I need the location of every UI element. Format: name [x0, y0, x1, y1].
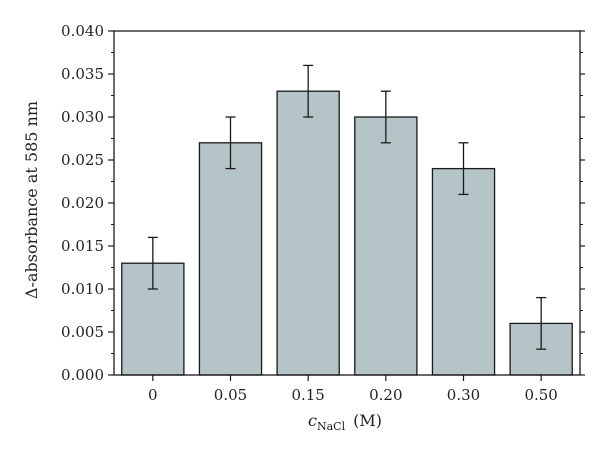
bar-1 [198, 142, 263, 376]
x-tick-label-3: 0.20 [369, 386, 402, 404]
x-tick-label-5: 0.50 [524, 386, 557, 404]
bar-4 [431, 167, 496, 376]
x-tick-label-0: 0 [148, 386, 158, 404]
y-tick-label-5: 0.025 [61, 151, 104, 169]
x-tick-label-2: 0.15 [291, 386, 324, 404]
bar-3 [354, 116, 418, 376]
error-bars-layer [147, 64, 547, 350]
bar-2 [276, 90, 340, 376]
x-axis-label-sub: NaCl [317, 420, 346, 433]
x-axis-label: cNaCl (M) [308, 411, 382, 433]
y-tick-label-0: 0.000 [61, 366, 104, 384]
y-tick-label-8: 0.040 [61, 22, 104, 40]
y-tick-label-3: 0.015 [61, 237, 104, 255]
x-axis-ticks: 0 0.05 0.15 0.20 0.30 0.50 [148, 375, 558, 404]
y-tick-label-1: 0.005 [61, 323, 104, 341]
bars-layer [121, 90, 573, 376]
y-tick-label-2: 0.010 [61, 280, 104, 298]
y-tick-label-4: 0.020 [61, 194, 104, 212]
y-axis-ticks: 0.000 0.005 0.010 0.015 0.020 0.025 0.030 0.035… [61, 22, 585, 384]
y-axis-label: Δ-absorbance at 585 nm [22, 101, 41, 299]
x-axis-label-unit: (M) [353, 411, 382, 430]
y-tick-label-6: 0.030 [61, 108, 104, 126]
x-tick-label-4: 0.30 [447, 386, 480, 404]
x-axis-label-main: c [308, 411, 317, 430]
y-tick-label-7: 0.035 [61, 65, 104, 83]
x-tick-label-1: 0.05 [214, 386, 247, 404]
